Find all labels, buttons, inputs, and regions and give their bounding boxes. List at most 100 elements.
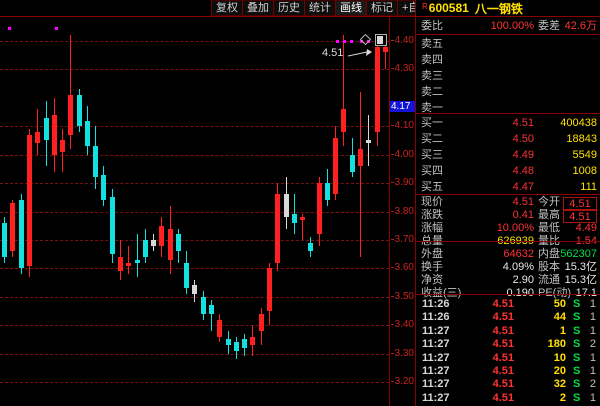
- tick-time: 11:27: [422, 365, 450, 377]
- stock-name: 八一钢铁: [474, 1, 523, 16]
- tick-price: 4.51: [492, 298, 514, 310]
- price-tick-label: 3.30: [394, 347, 414, 359]
- price-tick-3-90: 3.90: [390, 177, 414, 189]
- order-diff-value: 42.6万: [564, 20, 597, 32]
- divider-ratio: [416, 34, 600, 35]
- candle-body: [292, 214, 297, 223]
- orderbook-row[interactable]: 买五 4.47 111: [416, 179, 600, 195]
- orderbook-row[interactable]: 卖一: [416, 100, 600, 116]
- quote-detail-label-right: 流通: [538, 274, 560, 286]
- candle-body: [27, 134, 32, 266]
- tick-price: 4.51: [492, 365, 514, 377]
- orderbook-level-label: 卖五: [421, 38, 443, 50]
- quote-detail-value-left: 64632: [503, 248, 534, 260]
- candle-body: [159, 225, 164, 246]
- tick-direction: S: [573, 378, 581, 391]
- tick-row[interactable]: 11:27 4.51 20 S 1: [416, 364, 600, 378]
- candle-body: [135, 259, 140, 263]
- candle-body: [52, 114, 57, 155]
- marker-dot: [8, 27, 11, 30]
- tick-count: 1: [589, 391, 596, 404]
- tick-time: 11:26: [422, 298, 450, 310]
- orderbook-row[interactable]: 卖三: [416, 68, 600, 84]
- price-tick-label: 3.80: [394, 205, 414, 217]
- candle-body: [267, 268, 272, 311]
- candle-wick: [211, 299, 212, 331]
- tick-count: 2: [589, 378, 596, 391]
- toolbar-diejia[interactable]: 叠加: [242, 0, 274, 16]
- toolbar-tongji[interactable]: 统计: [304, 0, 336, 16]
- quote-detail-value-left: 4.51: [512, 196, 534, 208]
- chart-gridline: [0, 155, 389, 156]
- quote-detail-label-left: 外盘: [421, 248, 443, 260]
- orderbook-level-label: 买四: [421, 165, 443, 177]
- tick-row[interactable]: 11:27 4.51 1 S 1: [416, 324, 600, 338]
- candle-body: [192, 285, 197, 294]
- quote-detail-row: 涨跌 0.41 最高 4.51: [416, 209, 600, 223]
- chart-plot-area[interactable]: [0, 17, 389, 406]
- orderbook-row[interactable]: 买三 4.49 5549: [416, 147, 600, 163]
- tick-direction: S: [573, 324, 581, 337]
- price-tick-label: 3.90: [394, 177, 414, 189]
- orderbook-row[interactable]: 卖五: [416, 36, 600, 52]
- candle-body: [35, 131, 40, 144]
- price-tick-label: 3.60: [394, 262, 414, 274]
- divider-sell-buy: [416, 113, 600, 114]
- toolbar-lishi[interactable]: 历史: [273, 0, 305, 16]
- window-icon[interactable]: [375, 34, 387, 46]
- divider-detail-ticks: [416, 294, 600, 295]
- toolbar-fuquan[interactable]: 复权: [211, 0, 243, 16]
- quote-detail-label-left: 涨幅: [421, 222, 443, 234]
- toolbar-biaoji[interactable]: 标记: [366, 0, 398, 16]
- orderbook-level-label: 卖二: [421, 86, 443, 98]
- tick-row[interactable]: 11:27 4.51 32 S 2: [416, 377, 600, 391]
- quote-detail-value-left: 2.90: [512, 274, 534, 286]
- tick-price: 4.51: [492, 351, 514, 364]
- tick-time: 11:27: [422, 391, 450, 404]
- orderbook-row[interactable]: 买二 4.50 18843: [416, 131, 600, 147]
- candle-body: [383, 46, 388, 53]
- toolbar-huaxian[interactable]: 画线: [335, 0, 367, 16]
- quote-detail-label-right: PE(动): [538, 287, 571, 299]
- quote-detail-value-left: 0.41: [512, 209, 534, 221]
- candlestick-chart[interactable]: 4.51: [0, 17, 389, 406]
- quote-detail-value-right: 4.51: [563, 197, 597, 210]
- stock-code: 600581: [428, 1, 469, 15]
- price-tick-4-30: 4.30: [390, 64, 414, 74]
- quote-detail-label-right: 今开: [538, 196, 560, 208]
- price-tick-3-20: 3.20: [390, 376, 414, 388]
- chart-price-annotation: 4.51: [322, 47, 344, 59]
- tick-row[interactable]: 11:27 4.51 180 S 2: [416, 337, 600, 351]
- tick-volume: 10: [553, 351, 566, 364]
- orderbook-price: 4.47: [512, 181, 534, 193]
- orderbook-level-label: 买一: [421, 117, 443, 129]
- tick-row[interactable]: 11:26 4.51 44 S 1: [416, 310, 600, 324]
- orderbook-row[interactable]: 卖四: [416, 52, 600, 68]
- candle-body: [242, 339, 247, 348]
- orderbook-level-label: 买五: [421, 181, 443, 193]
- orderbook-volume: 18843: [566, 133, 597, 145]
- candle-body: [10, 202, 15, 252]
- tick-time: 11:27: [422, 351, 450, 364]
- orderbook-row[interactable]: 卖二: [416, 84, 600, 100]
- marker-dot: [55, 27, 58, 30]
- orderbook-row[interactable]: 买一 4.51 400438: [416, 115, 600, 131]
- diamond-icon[interactable]: [360, 34, 371, 45]
- tick-row[interactable]: 11:27 4.51 2 S 1: [416, 391, 600, 405]
- chart-gridline: [0, 183, 389, 184]
- candle-wick: [360, 92, 361, 257]
- orderbook-price: 4.51: [512, 117, 534, 129]
- tick-time: 11:27: [422, 378, 450, 391]
- tick-row[interactable]: 11:27 4.51 10 S 1: [416, 351, 600, 365]
- tick-volume: 180: [547, 338, 566, 351]
- price-tick-label: 3.20: [394, 376, 414, 388]
- tick-row[interactable]: 11:26 4.51 50 S 1: [416, 297, 600, 311]
- candle-body: [358, 148, 363, 166]
- tick-volume: 50: [553, 298, 566, 310]
- quote-detail-label-left: 涨跌: [421, 209, 443, 221]
- marker-dot: [343, 40, 346, 43]
- orderbook-row[interactable]: 买四 4.48 1008: [416, 163, 600, 179]
- tick-volume: 2: [559, 391, 566, 404]
- annotation-arrow-icon: [348, 49, 372, 57]
